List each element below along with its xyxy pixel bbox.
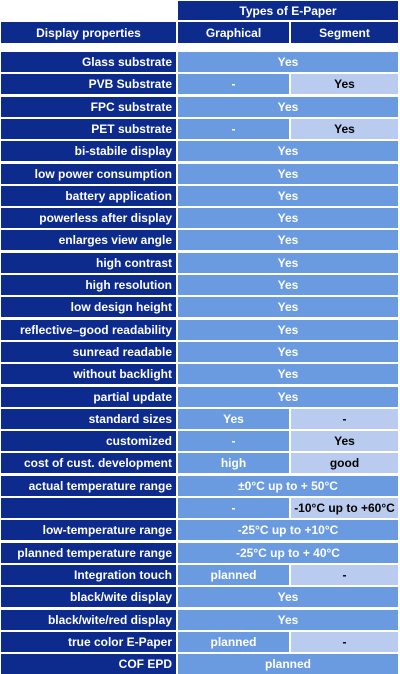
table-row: low design height Yes [0, 297, 400, 318]
property-label: true color E-Paper [1, 631, 176, 652]
value-cell-graphical: high [178, 453, 289, 474]
value-cell-segment: Yes [291, 431, 398, 452]
property-label: actual temperature range [1, 475, 176, 496]
property-label [1, 498, 176, 518]
table-row: true color E-Paper planned - [0, 631, 400, 652]
table-row: low-temperature range -25°C up to +10°C [0, 520, 400, 541]
value-cell-both: Yes [178, 386, 398, 407]
table-row: low power consumption Yes [0, 163, 400, 184]
property-label: high resolution [1, 275, 176, 295]
value-cell-both: Yes [178, 52, 398, 72]
table-row: COF EPD planned [0, 654, 400, 674]
value-cell-graphical: planned [178, 564, 289, 585]
value-cell-graphical: Yes [178, 408, 289, 429]
value-cell-both: Yes [178, 230, 398, 251]
property-label: low-temperature range [1, 520, 176, 541]
table-row: Glass substrate Yes [0, 52, 400, 72]
property-label: black/wite/red display [1, 609, 176, 630]
property-label: enlarges view angle [1, 230, 176, 251]
property-label: Integration touch [1, 564, 176, 585]
header-row-columns: Display properties Graphical Segment [0, 22, 400, 43]
property-label: bi-stabile display [1, 141, 176, 162]
value-cell-segment: - [291, 408, 398, 429]
value-cell-graphical: - [178, 118, 289, 139]
property-label: sunread readable [1, 341, 176, 362]
property-label: low design height [1, 297, 176, 318]
value-cell-both: Yes [178, 587, 398, 608]
table-row: high resolution Yes [0, 275, 400, 295]
table-row: cost of cust. development high good [0, 453, 400, 474]
value-cell-both: Yes [178, 364, 398, 385]
property-label: planned temperature range [1, 542, 176, 563]
value-cell-both: planned [178, 654, 398, 674]
value-cell-both: -25°C up to +10°C [178, 520, 398, 541]
property-label: black/wite display [1, 587, 176, 608]
value-cell-both: Yes [178, 163, 398, 184]
table-row: customized - Yes [0, 431, 400, 452]
value-cell-graphical: - [178, 74, 289, 95]
table-row: without backlight Yes [0, 364, 400, 385]
table-row: high contrast Yes [0, 252, 400, 273]
value-cell-both: Yes [178, 185, 398, 206]
value-cell-segment: -10°C up to +60°C [291, 498, 398, 518]
value-cell-graphical: planned [178, 631, 289, 652]
value-cell-both: Yes [178, 141, 398, 162]
property-label: FPC substrate [1, 96, 176, 117]
property-label: powerless after display [1, 208, 176, 229]
property-label: cost of cust. development [1, 453, 176, 474]
value-cell-graphical: - [178, 498, 289, 518]
header-row-types: Types of E-Paper [0, 1, 400, 20]
header-blank-cell [1, 1, 176, 20]
graphical-header: Graphical [178, 22, 289, 43]
table-row: black/wite/red display Yes [0, 609, 400, 630]
table-row: planned temperature range -25°C up to + 4… [0, 542, 400, 563]
property-label: PET substrate [1, 118, 176, 139]
value-cell-both: Yes [178, 609, 398, 630]
value-cell-both: -25°C up to + 40°C [178, 542, 398, 563]
table-row: battery application Yes [0, 185, 400, 206]
table-row: Integration touch planned - [0, 564, 400, 585]
value-cell-graphical: - [178, 431, 289, 452]
table-row: powerless after display Yes [0, 208, 400, 229]
property-label: battery application [1, 185, 176, 206]
property-label: partial update [1, 386, 176, 407]
table-row: FPC substrate Yes [0, 96, 400, 117]
segment-header: Segment [291, 22, 398, 43]
property-label: PVB Substrate [1, 74, 176, 95]
value-cell-both: Yes [178, 275, 398, 295]
table-row: actual temperature range ±0°C up to + 50°… [0, 475, 400, 496]
value-cell-both: Yes [178, 297, 398, 318]
value-cell-both: Yes [178, 252, 398, 273]
value-cell-segment: good [291, 453, 398, 474]
types-header: Types of E-Paper [178, 1, 398, 20]
table-row: partial update Yes [0, 386, 400, 407]
table-row: reflective–good readability Yes [0, 319, 400, 340]
value-cell-both: Yes [178, 96, 398, 117]
table-row: PVB Substrate - Yes [0, 74, 400, 95]
value-cell-segment: Yes [291, 118, 398, 139]
property-label: without backlight [1, 364, 176, 385]
value-cell-both: Yes [178, 341, 398, 362]
value-cell-segment: - [291, 564, 398, 585]
property-label: standard sizes [1, 408, 176, 429]
value-cell-both: Yes [178, 208, 398, 229]
property-label: COF EPD [1, 654, 176, 674]
property-label: reflective–good readability [1, 319, 176, 340]
table-row: PET substrate - Yes [0, 118, 400, 139]
value-cell-both: Yes [178, 319, 398, 340]
property-label: Glass substrate [1, 52, 176, 72]
value-cell-segment: - [291, 631, 398, 652]
table-row: bi-stabile display Yes [0, 141, 400, 162]
table-row: sunread readable Yes [0, 341, 400, 362]
table-row: black/wite display Yes [0, 587, 400, 608]
value-cell-both: ±0°C up to + 50°C [178, 475, 398, 496]
table-row: - -10°C up to +60°C [0, 498, 400, 518]
table-row: enlarges view angle Yes [0, 230, 400, 251]
display-properties-header: Display properties [1, 22, 176, 43]
property-label: customized [1, 431, 176, 452]
value-cell-segment: Yes [291, 74, 398, 95]
property-label: low power consumption [1, 163, 176, 184]
property-label: high contrast [1, 252, 176, 273]
table-row: standard sizes Yes - [0, 408, 400, 429]
